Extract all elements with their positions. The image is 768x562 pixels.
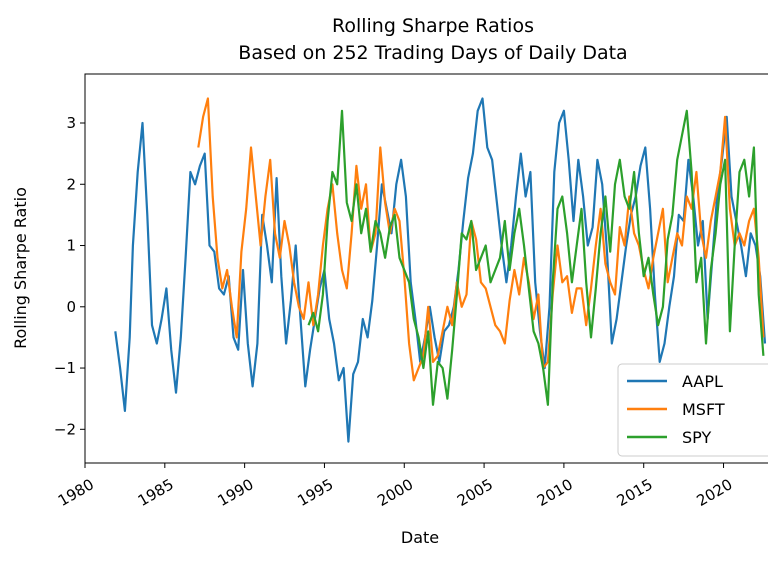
series-line-spy (307, 109, 765, 406)
legend-label-msft: MSFT (682, 400, 725, 419)
y-axis: −2 −1 0 1 2 3 (54, 114, 85, 438)
legend-label-spy: SPY (682, 428, 711, 447)
x-tick-label: 2000 (374, 475, 416, 510)
y-axis-label: Rolling Sharpe Ratio (11, 187, 30, 349)
legend-box (617, 363, 768, 457)
y-tick-label: −1 (54, 359, 76, 377)
y-tick-label: 3 (66, 114, 76, 132)
chart-title: Rolling Sharpe Ratios (332, 15, 534, 37)
x-tick-label: 2020 (693, 475, 735, 510)
x-axis: 1980 1985 1990 1995 2000 2005 2010 2015 2020 (55, 463, 736, 510)
y-tick-label: 1 (66, 237, 76, 255)
x-tick-label: 2015 (614, 475, 656, 510)
x-tick-label: 2005 (454, 475, 496, 510)
y-tick-label: 0 (66, 298, 76, 316)
x-axis-label: Date (401, 528, 439, 547)
x-tick-label: 2010 (534, 475, 576, 510)
series-line-msft (197, 97, 765, 382)
x-tick-label: 1980 (55, 475, 97, 510)
y-tick-label: −2 (54, 420, 76, 438)
plot-frame (84, 73, 768, 464)
series-layer (114, 97, 767, 443)
chart-subtitle: Based on 252 Trading Days of Daily Data (238, 42, 627, 64)
x-tick-label: 1995 (294, 475, 336, 510)
x-tick-label: 1990 (215, 475, 257, 510)
legend: AAPL MSFT SPY (617, 363, 768, 457)
x-tick-label: 1985 (135, 475, 177, 510)
y-tick-label: 2 (66, 175, 76, 193)
legend-label-aapl: AAPL (682, 372, 723, 391)
